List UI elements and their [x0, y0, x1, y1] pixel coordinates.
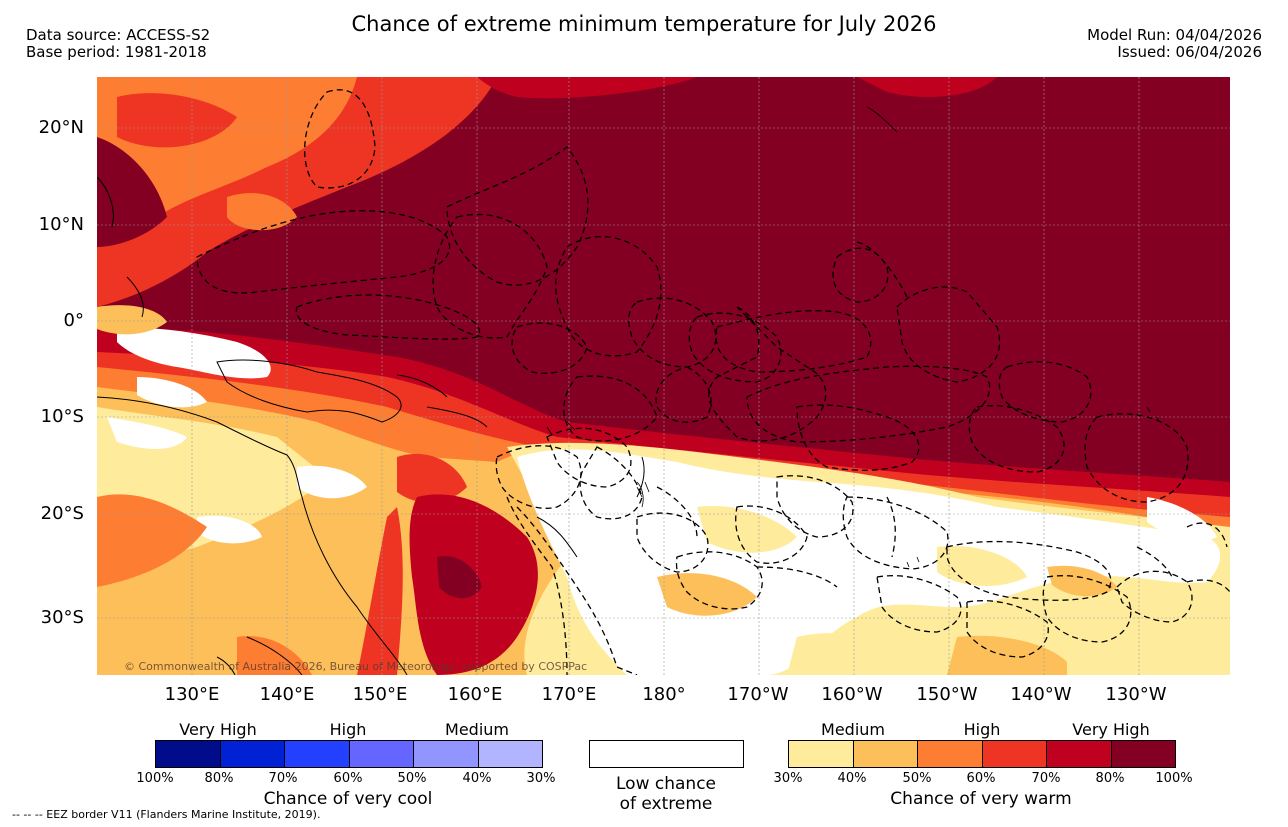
warm-swatch-4 [982, 741, 1047, 767]
low-chance-line2: of extreme [619, 794, 713, 814]
cool-swatch-3 [285, 741, 350, 767]
lon-label-160w: 160°W [821, 684, 883, 705]
cool-pct-2: 70% [268, 771, 298, 786]
temperature-map: © Commonwealth of Australia 2026, Bureau… [97, 77, 1230, 675]
lon-label-130e: 130°E [164, 684, 220, 705]
warm-pct-0: 30% [773, 771, 803, 786]
warm-swatch-2 [853, 741, 918, 767]
warm-swatch-3 [918, 741, 983, 767]
cool-swatch-6 [478, 741, 542, 767]
warm-category-high: High [963, 720, 1001, 739]
cool-swatch-1 [156, 741, 221, 767]
warm-swatch-1 [789, 741, 854, 767]
lon-label-140w: 140°W [1010, 684, 1072, 705]
lon-label-170w: 170°W [727, 684, 789, 705]
warm-pct-6: 100% [1155, 771, 1193, 786]
lat-label-10n: 10°N [38, 214, 84, 235]
warm-pct-4: 70% [1031, 771, 1061, 786]
lon-label-150w: 150°W [916, 684, 978, 705]
lon-label-150e: 150°E [352, 684, 408, 705]
cool-swatch-5 [414, 741, 479, 767]
lat-label-20s: 20°S [40, 503, 84, 524]
eez-border-note: -- -- -- EEZ border V11 (Flanders Marine… [12, 808, 321, 821]
copyright-text: © Commonwealth of Australia 2026, Bureau… [124, 660, 587, 673]
lon-label-130w: 130°W [1105, 684, 1167, 705]
low-chance-swatch [589, 740, 744, 768]
lon-label-140e: 140°E [259, 684, 315, 705]
lat-label-20n: 20°N [38, 117, 84, 138]
lon-label-180: 180° [642, 684, 686, 705]
issued-date-text: Issued: 06/04/2026 [1117, 43, 1262, 61]
cool-category-medium: Medium [445, 720, 509, 739]
lat-label-30s: 30°S [40, 607, 84, 628]
low-chance-region-west [117, 327, 271, 379]
cool-pct-4: 50% [397, 771, 427, 786]
cool-legend-title: Chance of very cool [263, 789, 433, 809]
low-chance-region-pacific [517, 449, 1221, 675]
cool-category-high: High [329, 720, 367, 739]
map-title: Chance of extreme minimum temperature fo… [351, 12, 937, 36]
warm-swatch-5 [1047, 741, 1112, 767]
warm-category-medium: Medium [821, 720, 885, 739]
cool-swatch-2 [220, 741, 285, 767]
lat-label-0: 0° [63, 310, 84, 331]
cool-pct-0: 100% [136, 771, 174, 786]
low-chance-line1: Low chance [616, 774, 716, 794]
islands [546, 106, 1160, 568]
warm-pct-1: 40% [837, 771, 867, 786]
model-run-text: Model Run: 04/04/2026 [1087, 26, 1262, 44]
lon-label-160e: 160°E [447, 684, 503, 705]
data-source-text: Data source: ACCESS-S2 [26, 26, 211, 44]
eez-borders [196, 89, 1230, 675]
warm-pct-2: 50% [902, 771, 932, 786]
cool-pct-5: 40% [462, 771, 492, 786]
coastlines [97, 176, 645, 675]
data-source-info: Data source: ACCESS-S2 Base period: 1981… [26, 27, 210, 61]
lat-label-10s: 10°S [40, 406, 84, 427]
model-run-info: Model Run: 04/04/2026 Issued: 06/04/2026 [1087, 27, 1262, 61]
warm-category-very-high: Very High [1072, 720, 1150, 739]
cool-pct-1: 80% [204, 771, 234, 786]
warm-swatch-6 [1111, 741, 1175, 767]
cool-category-very-high: Very High [179, 720, 257, 739]
cool-pct-3: 60% [333, 771, 363, 786]
cool-colorbar [155, 740, 543, 768]
warm-pct-5: 80% [1095, 771, 1125, 786]
cool-pct-6: 30% [526, 771, 556, 786]
warm-pct-3: 60% [966, 771, 996, 786]
base-period-text: Base period: 1981-2018 [26, 43, 207, 61]
warm-colorbar [788, 740, 1176, 768]
cool-swatch-4 [349, 741, 414, 767]
warm-legend-title: Chance of very warm [890, 789, 1072, 809]
lon-label-170e: 170°E [541, 684, 597, 705]
